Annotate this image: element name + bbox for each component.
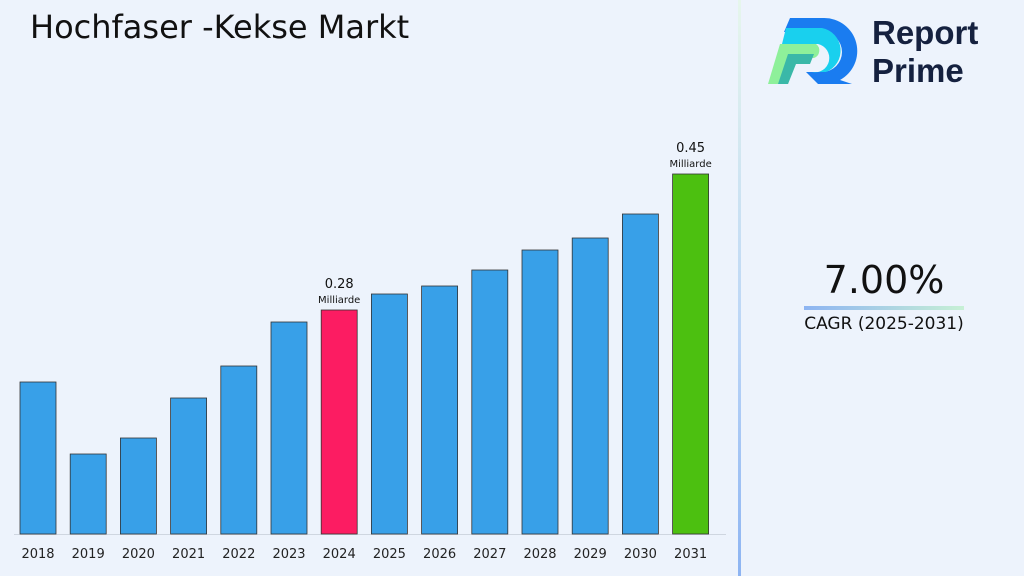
cagr-label: CAGR (2025-2031) <box>804 314 964 334</box>
bar-2024 <box>320 309 358 535</box>
x-tick-label: 2025 <box>373 547 406 562</box>
cagr-panel: 7.00% CAGR (2025-2031) <box>800 258 968 334</box>
bar-chart: 2018 2019 2020 2021 2022 2023 2024 0.28 Milliard… <box>14 141 726 562</box>
x-tick-label: 2021 <box>172 547 205 562</box>
data-label-unit: Milliarde <box>669 159 711 170</box>
x-tick-label: 2019 <box>72 547 105 562</box>
data-label-unit: Milliarde <box>318 295 360 306</box>
logo-line-2: Prime <box>872 52 964 89</box>
cagr-value: 7.00% <box>823 258 945 302</box>
logo-text: Report Prime <box>872 14 978 90</box>
x-tick-label: 2029 <box>574 547 607 562</box>
data-label-value: 0.28 <box>325 277 354 292</box>
x-tick-label: 2030 <box>624 547 657 562</box>
bar-2031 <box>672 173 709 535</box>
x-tick-label: 2028 <box>523 547 556 562</box>
bar-2019 <box>69 453 107 535</box>
x-tick-label: 2026 <box>423 547 456 562</box>
bar-2018 <box>19 381 57 535</box>
report-prime-logo-icon <box>768 17 858 84</box>
bar-2020 <box>120 437 157 535</box>
chart-title: Hochfaser -Kekse Markt <box>30 8 410 46</box>
bar-2021 <box>170 397 208 535</box>
bar-2029 <box>571 237 609 535</box>
x-tick-label: 2018 <box>21 547 54 562</box>
x-tick-label: 2023 <box>272 547 305 562</box>
cagr-underline <box>804 306 964 310</box>
data-label-value: 0.45 <box>676 141 705 156</box>
logo-line-1: Report <box>872 14 979 51</box>
x-tick-label: 2024 <box>323 547 356 562</box>
divider <box>738 0 741 576</box>
bar-2023 <box>270 321 308 535</box>
bar-2028 <box>521 249 559 535</box>
bar-2027 <box>471 269 509 535</box>
x-tick-label: 2031 <box>674 547 707 562</box>
bar-2030 <box>622 213 659 535</box>
bar-2026 <box>421 285 459 535</box>
x-tick-label: 2022 <box>222 547 255 562</box>
x-tick-label: 2020 <box>122 547 155 562</box>
bar-2022 <box>220 365 258 535</box>
x-tick-label: 2027 <box>473 547 506 562</box>
bar-2025 <box>370 293 408 535</box>
